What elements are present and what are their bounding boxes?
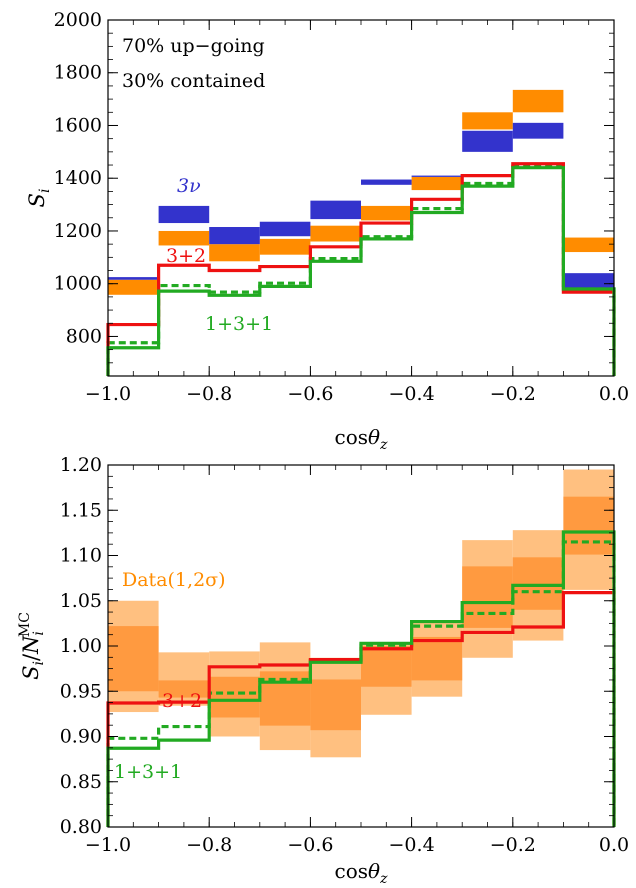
bottom-band-1--bin-0 [108,626,159,692]
top-ytick-label-2: 1200 [54,220,102,242]
top-ytick-label-3: 1400 [54,167,102,189]
top-axes: −1.0 −0.8 −0.6 −0.4 −0.2 0.0 800 1000 1200 1400 16… [54,9,629,405]
top-band-3--bin-2 [209,227,260,245]
top-xlabel: cosθz [335,425,389,453]
top-series-dashed-dashed [106,164,616,376]
top-ytick-label-4: 1600 [54,114,102,136]
bottom-band-1--bin-7 [462,566,513,628]
top-band-3--bin-9 [563,273,614,288]
top-panel: −1.0 −0.8 −0.6 −0.4 −0.2 0.0 800 1000 1200 1400 16… [25,9,629,453]
top-band-3--bin-0 [108,277,159,280]
bottom-ytick-label-8: 1.20 [60,454,102,476]
bottom-series-dashed-dashed [106,540,616,827]
bottom-label-3plus2: 3+2 [162,690,202,712]
bottom-band-1--bin-4 [310,679,361,731]
top-label-data: Data [513,90,559,112]
top-label-3plus2: 3+2 [166,245,206,267]
bottom-ytick-label-1: 0.85 [60,771,102,793]
bottom-xtick-label-1: −0.8 [186,834,232,856]
top-series-1p3p1 [106,166,616,376]
top-xtick-label-5: 0.0 [599,383,629,405]
bottom-ytick-label-6: 1.10 [60,545,102,567]
top-ytick-label-5: 1800 [54,62,102,84]
top-band-data-bin-1 [158,230,210,246]
top-band-data-bin-0 [108,279,159,295]
bottom-axes: −1.0 −0.8 −0.6 −0.4 −0.2 0.0 0.80 0.85 0.90 0.95 1… [60,454,629,856]
bottom-ytick-label-0: 0.80 [60,816,102,838]
top-band-3--bin-5 [361,179,412,185]
top-xtick-label-2: −0.6 [287,383,333,405]
top-band-data-bin-8 [512,89,564,113]
bottom-ytick-label-5: 1.05 [60,590,102,612]
bottom-band-1--bin-8 [512,557,564,610]
bottom-ylabel: Si/NiMC [17,612,47,680]
bottom-label-data: Data(1,2σ) [122,569,226,591]
top-lines [106,162,616,376]
top-xtick-label-3: −0.4 [389,383,435,405]
top-ylabel: Si [25,189,53,208]
bottom-xtick-label-5: 0.0 [599,834,629,856]
top-band-3--bin-6 [411,175,463,177]
bottom-bands [108,469,614,758]
top-band-3--bin-8 [512,122,564,139]
top-band-data-bin-5 [361,205,412,221]
top-band-data-bin-6 [411,176,463,191]
top-xtick-label-4: −0.2 [490,383,536,405]
bottom-band-1--bin-6 [411,636,463,681]
top-xtick-label-1: −0.8 [186,383,232,405]
top-label-3nu: 3ν [177,175,201,197]
bottom-band-1--bin-9 [563,496,614,555]
bottom-xtick-label-4: −0.2 [490,834,536,856]
bottom-band-1--bin-5 [361,646,412,687]
bottom-label-1plus3plus1: 1+3+1 [114,761,182,783]
top-band-data-bin-3 [259,238,311,255]
top-band-data-bin-4 [310,225,361,242]
top-ytick-label-6: 2000 [54,9,102,31]
bottom-ytick-label-3: 0.95 [60,680,102,702]
bottom-panel: −1.0 −0.8 −0.6 −0.4 −0.2 0.0 0.80 0.85 0.90 0.95 1… [17,454,629,887]
bottom-xtick-label-2: −0.6 [287,834,333,856]
bottom-ytick-label-2: 0.90 [60,726,102,748]
bottom-xlabel: cosθz [335,859,389,887]
top-band-data-bin-9 [563,237,614,253]
top-band-3--bin-3 [259,221,311,237]
top-band-3--bin-7 [462,130,513,152]
bottom-ytick-label-7: 1.15 [60,499,102,521]
bottom-lines [106,530,616,827]
top-bands [108,89,614,295]
top-band-data-bin-2 [209,244,260,262]
top-band-data-bin-7 [462,112,513,130]
bottom-band-1--bin-1 [158,680,210,698]
bottom-band-1--bin-2 [209,676,260,718]
top-band-3--bin-4 [310,200,361,220]
top-annotation-2: 30% contained [122,70,265,92]
bottom-ytick-label-4: 1.00 [60,635,102,657]
bottom-xtick-label-3: −0.4 [389,834,435,856]
bottom-xtick-label-0: −1.0 [85,834,131,856]
top-series-3p2 [106,162,616,376]
top-label-1plus3plus1: 1+3+1 [205,313,273,335]
top-xtick-label-0: −1.0 [85,383,131,405]
top-annotation-1: 70% up−going [122,35,265,57]
top-ytick-label-1: 1000 [54,273,102,295]
top-ytick-label-0: 800 [66,325,102,347]
bottom-series-1p3p1 [106,530,616,827]
top-band-3--bin-1 [158,205,210,224]
